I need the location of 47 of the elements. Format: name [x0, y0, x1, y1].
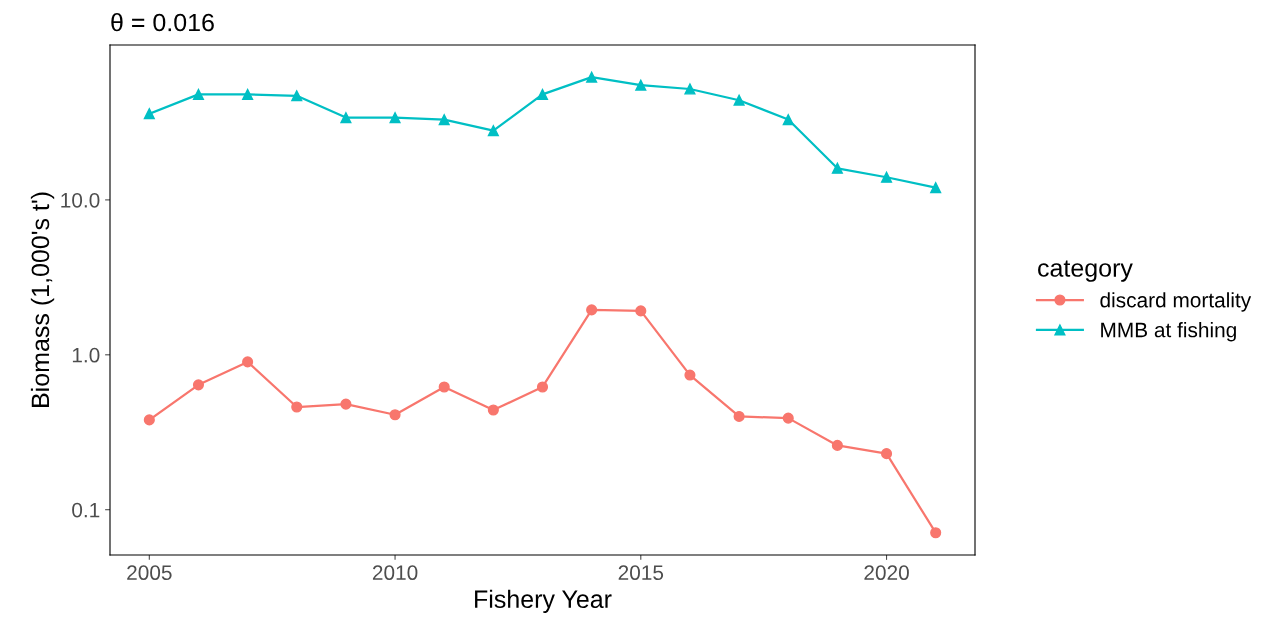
- x-tick-label: 2010: [372, 565, 418, 581]
- point: [438, 381, 450, 393]
- y-tick-label: 1.0: [72, 347, 100, 363]
- point: [143, 108, 155, 120]
- point: [192, 379, 205, 391]
- point: [733, 410, 745, 422]
- point: [930, 182, 942, 194]
- point: [487, 404, 499, 416]
- point: [880, 171, 893, 183]
- point: [438, 114, 450, 126]
- y-tick-label: 10.0: [61, 192, 100, 208]
- point: [586, 304, 598, 316]
- point: [635, 79, 647, 91]
- point: [831, 162, 843, 174]
- y-axis-title: Biomass (1,000's t'): [30, 192, 55, 407]
- legend-label: discard mortality: [1100, 292, 1252, 312]
- point: [291, 90, 303, 102]
- point: [586, 71, 598, 83]
- point: [782, 412, 794, 424]
- point: [242, 88, 254, 100]
- point: [242, 356, 254, 368]
- point: [389, 112, 401, 124]
- chart-title: θ = 0.016: [111, 13, 214, 32]
- point: [143, 414, 155, 426]
- point: [536, 381, 549, 393]
- point: [831, 439, 843, 451]
- point: [880, 448, 893, 460]
- legend-title: category: [1038, 260, 1133, 282]
- x-axis-title: Fishery Year: [475, 589, 612, 613]
- point: [291, 401, 303, 413]
- point: [684, 83, 696, 95]
- x-tick-label: 2020: [864, 565, 909, 581]
- point: [930, 527, 942, 539]
- legend-label: MMB at fishing: [1101, 322, 1236, 342]
- point: [733, 94, 745, 106]
- point: [536, 88, 549, 100]
- point: [635, 305, 647, 317]
- x-tick-label: 2005: [127, 565, 172, 581]
- x-tick-label: 2015: [618, 565, 664, 581]
- point: [340, 112, 352, 124]
- point: [782, 114, 794, 126]
- point: [340, 398, 352, 410]
- y-tick-label: 0.1: [72, 502, 100, 518]
- point: [487, 125, 499, 137]
- point: [389, 409, 401, 421]
- point: [684, 369, 696, 381]
- point: [192, 88, 205, 100]
